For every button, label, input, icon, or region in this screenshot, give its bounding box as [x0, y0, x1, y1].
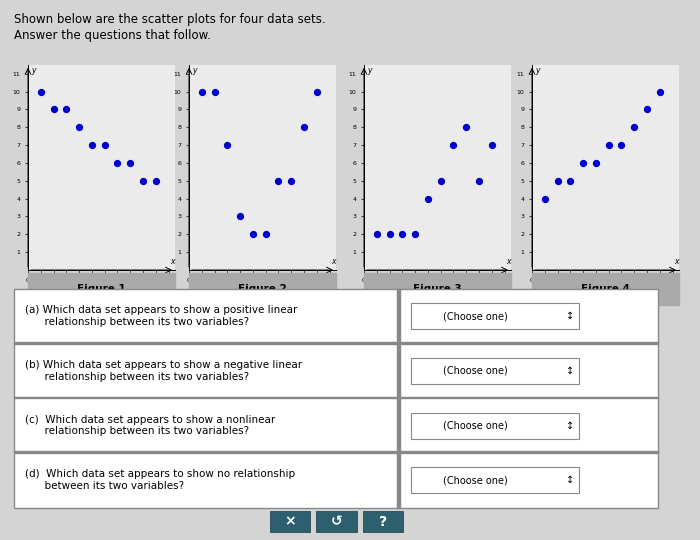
Text: (a) Which data set appears to show a positive linear
      relationship between : (a) Which data set appears to show a pos…	[25, 306, 297, 327]
Point	[590, 159, 601, 167]
Point	[260, 230, 272, 239]
Point	[641, 105, 652, 114]
Text: (c)  Which data set appears to show a nonlinear
      relationship between its t: (c) Which data set appears to show a non…	[25, 415, 274, 436]
Text: y: y	[193, 66, 197, 75]
Point	[397, 230, 408, 239]
Text: (b) Which data set appears to show a negative linear
      relationship between : (b) Which data set appears to show a neg…	[25, 360, 302, 382]
Text: x: x	[506, 256, 511, 266]
Text: y: y	[536, 66, 540, 75]
Text: Figure 4: Figure 4	[581, 284, 630, 294]
Point	[112, 159, 123, 167]
Text: Figure 2: Figure 2	[238, 284, 287, 294]
Text: ?: ?	[379, 515, 387, 529]
Point	[603, 141, 615, 150]
Point	[461, 123, 472, 132]
Text: (d)  Which data set appears to show no relationship
      between its two variab: (d) Which data set appears to show no re…	[25, 469, 295, 491]
Point	[209, 87, 220, 96]
Point	[196, 87, 207, 96]
Point	[286, 177, 297, 185]
Text: (Choose one): (Choose one)	[442, 421, 507, 430]
Point	[384, 230, 395, 239]
Point	[125, 159, 136, 167]
Point	[150, 177, 162, 185]
Point	[234, 212, 246, 221]
Point	[629, 123, 640, 132]
Point	[473, 177, 484, 185]
Point	[298, 123, 309, 132]
Text: Figure 1: Figure 1	[77, 284, 126, 294]
Point	[578, 159, 589, 167]
Point	[371, 230, 382, 239]
Point	[137, 177, 148, 185]
Text: y: y	[368, 66, 372, 75]
Point	[48, 105, 60, 114]
Text: Figure 3: Figure 3	[413, 284, 462, 294]
Point	[74, 123, 85, 132]
Text: x: x	[674, 256, 679, 266]
Text: x: x	[331, 256, 336, 266]
Text: (Choose one): (Choose one)	[442, 475, 507, 485]
Point	[410, 230, 421, 239]
Point	[99, 141, 111, 150]
Text: ↕: ↕	[566, 421, 574, 430]
Point	[422, 194, 433, 203]
Text: ↺: ↺	[331, 515, 342, 529]
Text: Shown below are the scatter plots for four data sets.
Answer the questions that : Shown below are the scatter plots for fo…	[14, 14, 326, 42]
Text: ↕: ↕	[566, 311, 574, 321]
Point	[435, 177, 447, 185]
Point	[616, 141, 627, 150]
Point	[312, 87, 323, 96]
Text: ↕: ↕	[566, 366, 574, 376]
Point	[273, 177, 284, 185]
Text: x: x	[170, 256, 175, 266]
Point	[86, 141, 97, 150]
Point	[539, 194, 550, 203]
Point	[247, 230, 258, 239]
Text: ×: ×	[284, 515, 295, 529]
Point	[552, 177, 564, 185]
Point	[61, 105, 72, 114]
Point	[222, 141, 233, 150]
Point	[35, 87, 46, 96]
Point	[565, 177, 576, 185]
Point	[486, 141, 498, 150]
Point	[654, 87, 666, 96]
Point	[448, 141, 459, 150]
Text: ↕: ↕	[566, 475, 574, 485]
Text: (Choose one): (Choose one)	[442, 311, 507, 321]
Text: (Choose one): (Choose one)	[442, 366, 507, 376]
Text: y: y	[32, 66, 36, 75]
